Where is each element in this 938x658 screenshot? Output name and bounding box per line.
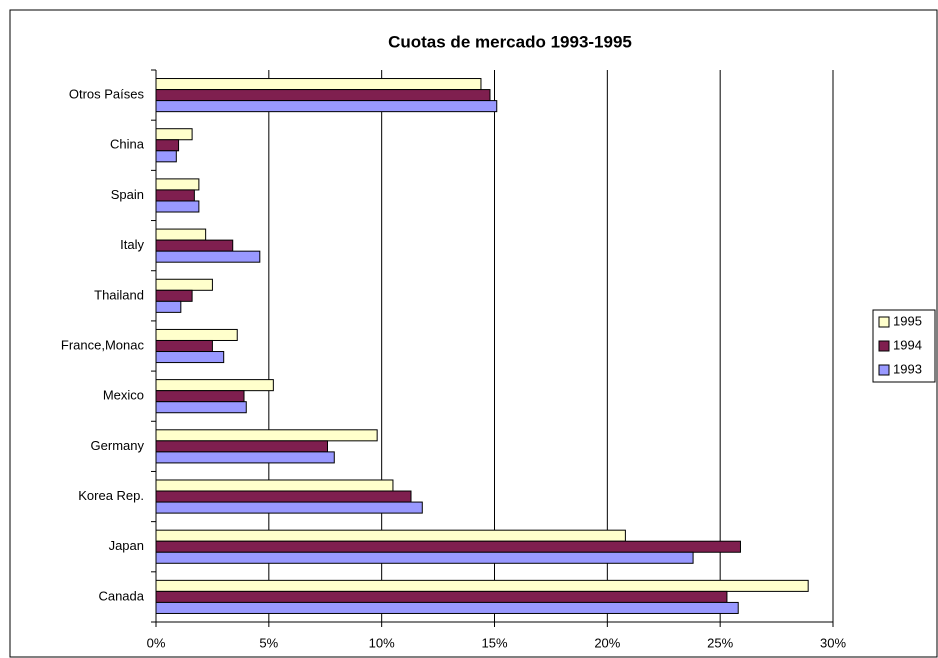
bar <box>155 328 238 341</box>
x-tick-label: 30% <box>820 635 846 650</box>
bar <box>155 440 329 453</box>
bar <box>155 89 491 102</box>
legend-swatch <box>878 340 890 352</box>
bar <box>155 78 482 91</box>
bar <box>155 178 200 191</box>
chart-title: Cuotas de mercado 1993-1995 <box>388 32 632 51</box>
y-tick-label: Germany <box>91 438 145 453</box>
bar <box>155 300 182 313</box>
bar <box>155 139 180 152</box>
bar <box>155 529 626 542</box>
legend-swatch <box>878 316 890 328</box>
x-tick-label: 0% <box>147 635 166 650</box>
y-tick-label: Korea Rep. <box>78 488 144 503</box>
y-tick-label: France,Monac <box>61 337 145 352</box>
y-tick-label: China <box>110 137 145 152</box>
bar <box>155 150 177 163</box>
bar <box>155 479 394 492</box>
bar <box>155 228 207 241</box>
legend-label: 1995 <box>893 313 922 328</box>
bar <box>155 379 274 392</box>
x-tick-label: 20% <box>594 635 620 650</box>
bar <box>155 100 498 113</box>
bar <box>155 501 423 514</box>
bar <box>155 250 261 263</box>
y-tick-label: Otros Países <box>69 87 145 102</box>
bar <box>155 579 809 592</box>
x-tick-label: 10% <box>369 635 395 650</box>
y-tick-label: Canada <box>98 588 144 603</box>
bar <box>155 590 728 603</box>
bar <box>155 339 213 353</box>
y-tick-label: Japan <box>109 538 144 553</box>
legend-label: 1993 <box>893 361 922 376</box>
x-tick-label: 5% <box>259 635 278 650</box>
bar <box>155 128 193 141</box>
bar <box>155 601 739 614</box>
x-tick-label: 15% <box>481 635 507 650</box>
bar <box>155 200 200 213</box>
bar <box>155 351 225 364</box>
bar <box>155 451 335 464</box>
bar <box>155 278 213 291</box>
legend-swatch <box>878 364 890 376</box>
bar <box>155 540 741 553</box>
bar <box>155 289 193 302</box>
bar <box>155 490 412 503</box>
y-tick-label: Italy <box>120 237 144 252</box>
y-tick-label: Thailand <box>94 287 144 302</box>
bar <box>155 390 245 403</box>
x-tick-label: 25% <box>707 635 733 650</box>
y-tick-label: Mexico <box>103 388 144 403</box>
bar <box>155 239 234 252</box>
bar <box>155 429 378 442</box>
bar <box>155 401 247 414</box>
y-tick-label: Spain <box>111 187 144 202</box>
legend-label: 1994 <box>893 337 922 352</box>
bar <box>155 189 195 202</box>
bar <box>155 551 694 564</box>
